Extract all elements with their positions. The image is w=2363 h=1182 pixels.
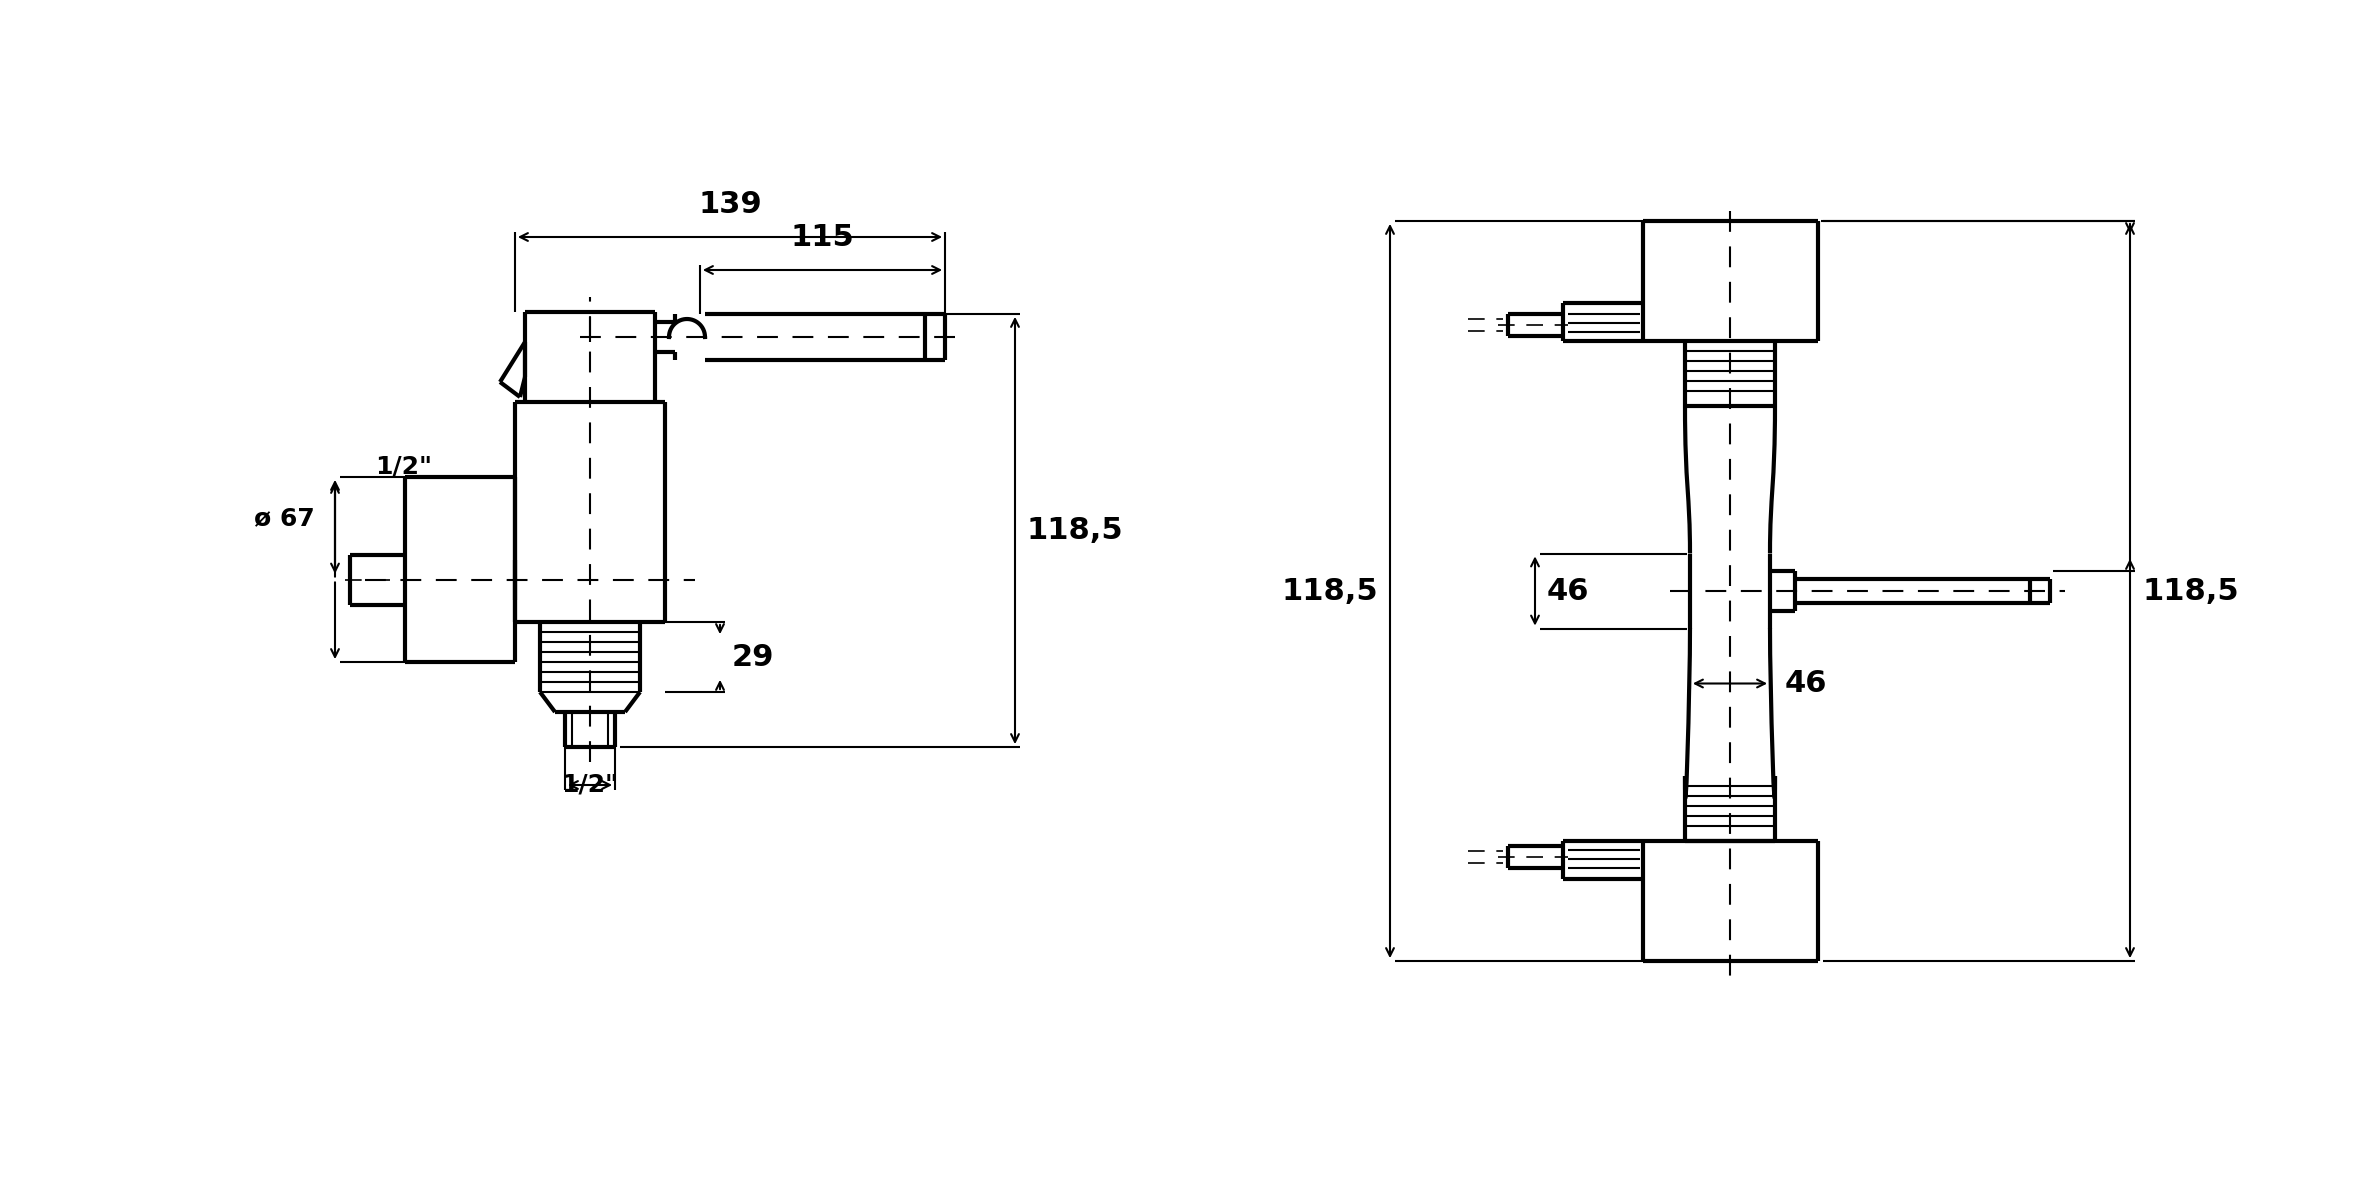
Text: 118,5: 118,5 (1028, 517, 1125, 545)
Text: 139: 139 (697, 190, 761, 219)
Text: 1/2": 1/2" (376, 455, 432, 479)
Text: 118,5: 118,5 (1281, 577, 1378, 605)
Text: ø 67: ø 67 (255, 506, 314, 531)
Text: 29: 29 (733, 643, 775, 671)
Text: 118,5: 118,5 (2141, 577, 2238, 605)
Text: 115: 115 (792, 223, 855, 252)
Text: 46: 46 (1548, 577, 1590, 605)
Text: 1/2": 1/2" (562, 773, 619, 797)
Text: 46: 46 (1784, 669, 1827, 699)
